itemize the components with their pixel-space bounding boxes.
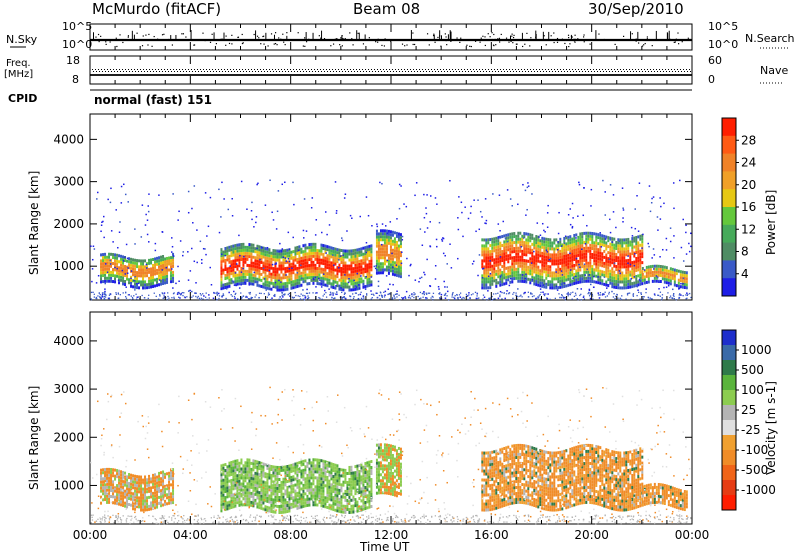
cpid-label: CPID <box>8 92 37 105</box>
date-title: 30/Sep/2010 <box>588 0 684 18</box>
nsky-label: N.Sky <box>6 33 38 46</box>
cpid-value: normal (fast) 151 <box>94 93 212 107</box>
velocity-colorbar-swatch <box>722 435 736 451</box>
power-ylabel: Slant Range [km] <box>27 171 41 275</box>
nave-tick-low: 0 <box>708 73 715 86</box>
velocity-colorbar-swatch <box>722 390 736 406</box>
velocity-colorbar-swatch <box>722 360 736 376</box>
velocity-colorbar-tick-7: -1000 <box>741 483 776 497</box>
velocity-colorbar-swatch <box>722 420 736 436</box>
power-colorbar-swatch <box>722 118 736 137</box>
velocity-colorbar-swatch <box>722 450 736 466</box>
velocity-ylabel: Slant Range [km] <box>27 386 41 490</box>
power-y-axis: 1000 2000 3000 4000 <box>53 132 692 273</box>
beam-title: Beam 08 <box>353 0 420 18</box>
power-colorbar-swatch <box>722 260 736 279</box>
power-colorbar-label: Power [dB] <box>764 190 778 255</box>
velocity-colorbar-swatch <box>722 345 736 361</box>
velocity-y-axis: 1000 2000 3000 4000 <box>53 334 692 492</box>
velocity-ytick-1: 2000 <box>53 430 84 444</box>
power-colorbar-swatch <box>722 153 736 172</box>
power-colorbar-swatch <box>722 207 736 226</box>
velocity-heatmap <box>90 386 692 525</box>
nsearch-tick-high: 10^5 <box>708 20 738 33</box>
nsky-tick-high: 10^5 <box>62 20 92 33</box>
power-colorbar-tick-4: 20 <box>741 178 756 192</box>
x-tick-1: 04:00 <box>173 528 208 542</box>
nsky-trace <box>90 30 692 48</box>
power-colorbar-tick-6: 28 <box>741 133 756 147</box>
nsearch-label: N.Search <box>745 32 795 45</box>
power-colorbar-tick-2: 12 <box>741 222 756 236</box>
velocity-colorbar-tick-5: -100 <box>741 443 768 457</box>
x-tick-5: 20:00 <box>574 528 609 542</box>
x-axis-label: Time UT <box>359 540 410 554</box>
power-ytick-1: 2000 <box>53 217 84 231</box>
velocity-colorbar-tick-4: -25 <box>741 423 761 437</box>
velocity-ytick-2: 3000 <box>53 382 84 396</box>
velocity-colorbar: 1000 500 100 25 -25 -100 -500 -1000 <box>721 329 776 511</box>
power-colorbar-swatch <box>722 278 736 297</box>
power-ytick-2: 3000 <box>53 175 84 189</box>
power-colorbar: 4 8 12 16 20 24 28 <box>721 117 756 297</box>
freq-tick-low: 8 <box>72 73 79 86</box>
x-tick-2: 08:00 <box>273 528 308 542</box>
velocity-ytick-0: 1000 <box>53 478 84 492</box>
power-colorbar-tick-0: 4 <box>741 267 749 281</box>
power-colorbar-swatch <box>722 242 736 261</box>
x-tick-4: 16:00 <box>474 528 509 542</box>
velocity-colorbar-label: Velocity [m s-1] <box>764 381 778 475</box>
freq-label: Freq. <box>6 58 31 69</box>
nsky-tick-low: 10^0 <box>62 38 92 51</box>
velocity-ytick-3: 4000 <box>53 334 84 348</box>
power-colorbar-tick-1: 8 <box>741 245 749 259</box>
power-colorbar-swatch <box>722 189 736 208</box>
power-ytick-0: 1000 <box>53 259 84 273</box>
velocity-colorbar-tick-1: 500 <box>741 363 764 377</box>
velocity-colorbar-swatch <box>722 375 736 391</box>
power-ytick-3: 4000 <box>53 132 84 146</box>
velocity-colorbar-tick-3: 25 <box>741 403 756 417</box>
velocity-colorbar-tick-6: -500 <box>741 463 768 477</box>
freq-unit: [MHz] <box>4 69 33 80</box>
velocity-colorbar-swatch <box>722 330 736 346</box>
velocity-colorbar-tick-0: 1000 <box>741 343 772 357</box>
nsearch-tick-low: 10^0 <box>708 38 738 51</box>
nave-label: Nave <box>760 64 788 77</box>
velocity-colorbar-swatch <box>722 465 736 481</box>
freq-tick-high: 18 <box>66 54 80 67</box>
velocity-colorbar-swatch <box>722 495 736 511</box>
power-colorbar-tick-5: 24 <box>741 156 756 170</box>
power-colorbar-swatch <box>722 224 736 244</box>
power-colorbar-swatch <box>722 135 736 155</box>
power-heatmap <box>90 179 692 301</box>
nave-tick-high: 60 <box>708 54 722 67</box>
x-tick-6: 00:00 <box>675 528 710 542</box>
station-title: McMurdo (fitACF) <box>92 0 221 18</box>
x-tick-3: 12:00 <box>374 528 409 542</box>
velocity-colorbar-swatch <box>722 480 736 496</box>
time-axis: 00:00 04:00 08:00 12:00 16:00 20:00 00:00 <box>73 24 710 542</box>
x-tick-0: 00:00 <box>73 528 108 542</box>
power-colorbar-tick-3: 16 <box>741 200 756 214</box>
power-colorbar-swatch <box>722 171 736 190</box>
velocity-colorbar-swatch <box>722 405 736 421</box>
velocity-colorbar-tick-2: 100 <box>741 383 764 397</box>
freq-trace <box>90 69 692 76</box>
